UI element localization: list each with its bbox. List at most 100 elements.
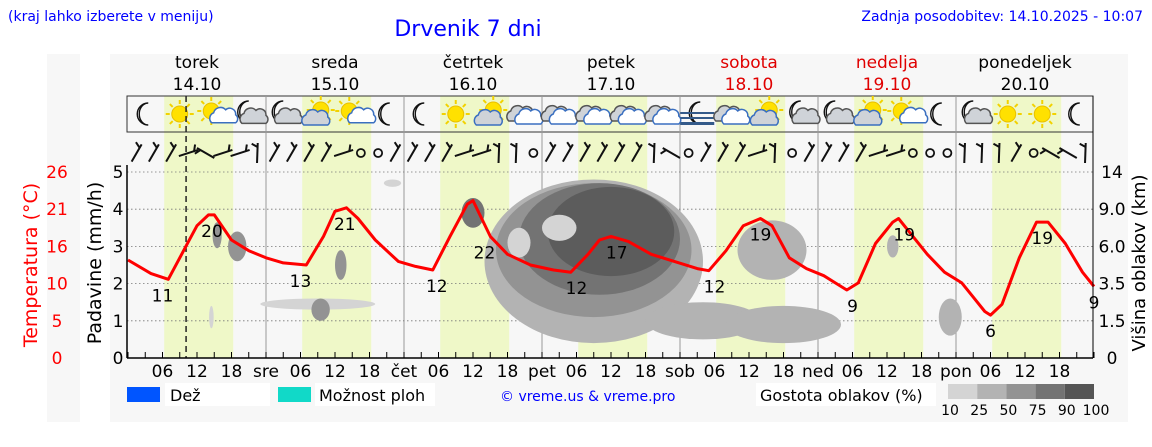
day-name: sobota — [720, 53, 778, 73]
cloud-height-tick: 0 — [1107, 349, 1118, 369]
moon-shape — [930, 102, 942, 126]
sun-small-cloud-icon — [197, 97, 239, 125]
wind-barb-icon — [631, 141, 643, 163]
temp-label: 13 — [290, 272, 312, 292]
temp-tick: 5 — [52, 312, 63, 332]
menu-hint[interactable]: (kraj lahko izberete v meniju) — [8, 9, 214, 25]
cloud-sun-icon — [473, 96, 508, 126]
cloud-shape — [791, 107, 821, 125]
temp-label: 20 — [201, 222, 223, 242]
barb-tick — [1079, 142, 1087, 148]
barb-tick — [958, 142, 966, 148]
moon-shape — [412, 102, 425, 126]
showers-label: Možnost ploh — [319, 386, 425, 405]
sun-icon — [441, 100, 470, 128]
moon-shape — [1068, 102, 1080, 126]
hour-label: 12 — [186, 362, 208, 382]
wind-barb-icon — [492, 142, 501, 164]
barb-tick — [660, 149, 667, 155]
sun-ray — [482, 99, 487, 104]
hour-label: 06 — [428, 362, 450, 382]
temp-label: 12 — [704, 278, 726, 298]
barb-tick — [738, 141, 745, 149]
barb-tick — [647, 142, 655, 148]
hour-label: 12 — [600, 362, 622, 382]
barb-tick — [152, 141, 158, 149]
wind-barb-icon — [544, 141, 557, 163]
barb-tick — [992, 142, 1000, 148]
barb-tick — [411, 141, 417, 149]
cloud-blob — [212, 222, 222, 249]
wind-barb-icon — [747, 144, 768, 158]
wind-barb-icon — [320, 141, 333, 163]
moon-icon — [136, 102, 149, 126]
moon-icon — [930, 102, 942, 126]
density-level-label: 75 — [1029, 403, 1047, 419]
moon-icon — [378, 102, 390, 126]
cloud-blob — [726, 305, 841, 344]
rain-label: Dež — [170, 386, 201, 405]
cloudy-icon — [609, 104, 647, 125]
temp-label: 22 — [474, 243, 496, 263]
wind-barb-icon — [441, 141, 453, 163]
barb-tick — [486, 144, 490, 152]
sun-ray — [200, 100, 205, 105]
calm-wind-icon — [907, 148, 918, 158]
hour-label: 06 — [980, 362, 1002, 382]
sun-ray — [879, 99, 884, 104]
copyright-link[interactable]: © vreme.us & vreme.pro — [500, 389, 675, 405]
sun-small-cloud-icon — [887, 97, 929, 125]
barb-tick — [469, 144, 473, 152]
barb-tick — [618, 141, 624, 149]
sun-ray — [1014, 103, 1019, 108]
wind-barb-icon — [820, 141, 833, 163]
cloud-shape — [652, 107, 682, 125]
barb-tick — [825, 141, 831, 149]
cloud-sun-icon — [749, 96, 784, 126]
wind-barb-icon — [1056, 147, 1078, 159]
sun-ray — [445, 103, 450, 108]
barb-tick — [135, 141, 141, 149]
barb-tick — [324, 141, 331, 149]
sun-small-cloud-icon — [335, 97, 377, 125]
hour-label: 12 — [462, 362, 484, 382]
temp-label: 11 — [152, 286, 174, 306]
fog-line — [680, 122, 715, 125]
temp-tick: 16 — [46, 237, 68, 257]
sun-icon — [993, 100, 1022, 128]
density-level-label: 25 — [970, 403, 988, 419]
fog-line — [680, 117, 715, 119]
precip-tick: 4 — [113, 200, 124, 220]
sun-ray — [890, 100, 895, 105]
cloudy-icon — [540, 104, 578, 125]
cloud-height-tick: 1.5 — [1098, 312, 1125, 332]
sun-ray — [499, 99, 504, 104]
temp-label: 12 — [426, 277, 448, 297]
sun-ray — [1031, 120, 1036, 125]
temp-label: 6 — [985, 322, 996, 342]
moon-shape — [378, 102, 390, 126]
hour-label: 06 — [704, 362, 726, 382]
day-abbr-label: ned — [802, 362, 834, 382]
fog-line — [680, 112, 715, 114]
wind-barb-icon — [251, 142, 259, 164]
last-updated: Zadnja posodobitev: 14.10.2025 - 10:07 — [861, 9, 1143, 25]
wind-barb-icon — [454, 144, 475, 158]
moon-icon — [1068, 102, 1080, 126]
sun-ray — [186, 120, 191, 125]
wind-barb-icon — [213, 144, 233, 158]
barb-tick — [273, 141, 279, 149]
temp-label: 21 — [334, 215, 356, 235]
wind-barb-icon — [868, 144, 889, 158]
grid — [127, 96, 1093, 358]
sun-ray — [355, 100, 360, 105]
cloud-shape — [721, 107, 751, 125]
wind-barb-icon — [1010, 141, 1023, 163]
sun-disc — [999, 105, 1017, 123]
cloud-blob — [335, 250, 347, 280]
cloudy-icon — [713, 104, 751, 125]
day-abbr-label: pon — [940, 362, 972, 382]
cloud-density-layer — [209, 179, 962, 344]
day-abbr-label: čet — [391, 362, 418, 382]
daylight-band — [992, 96, 1062, 358]
